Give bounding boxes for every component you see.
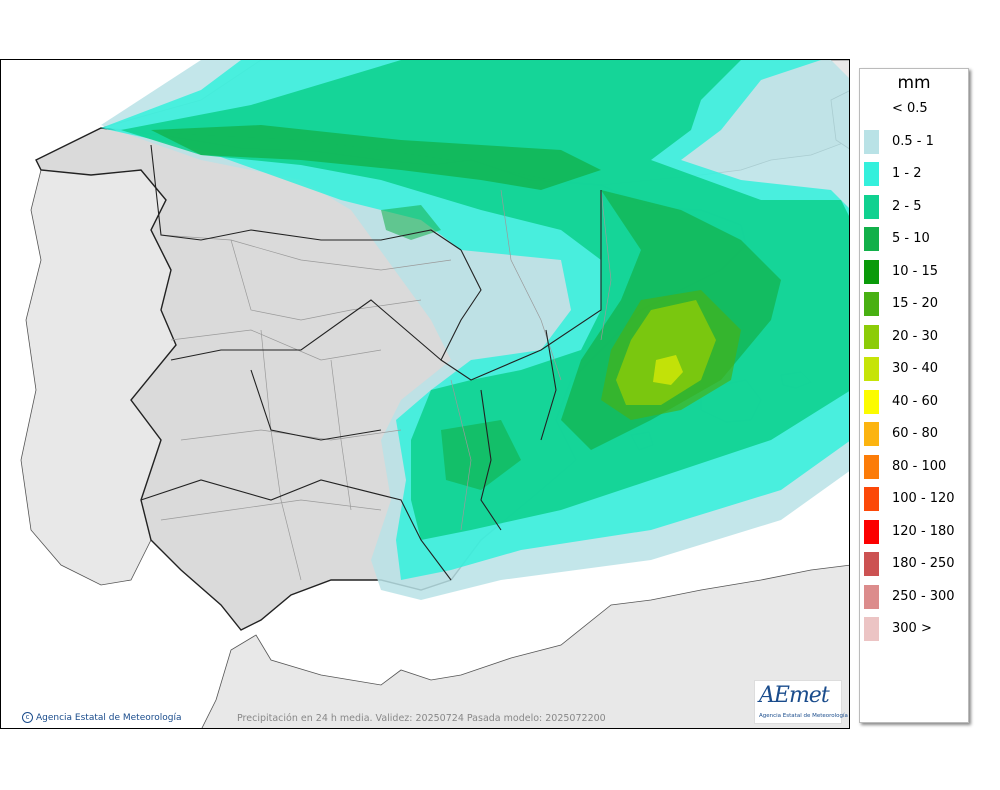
- legend-item: 2 - 5: [864, 194, 964, 219]
- legend-item: 180 - 250: [864, 552, 964, 576]
- legend-item: 80 - 100: [864, 454, 964, 479]
- region-borders: [140, 144, 602, 581]
- legend-label: < 0.5: [892, 101, 928, 116]
- land-africa: [201, 564, 849, 728]
- legend-item: 30 - 40: [864, 357, 964, 381]
- legend-item: 40 - 60: [864, 389, 964, 414]
- legend-swatch: [864, 357, 879, 381]
- legend-swatch: [864, 162, 879, 186]
- legend-label: 1 - 2: [892, 166, 922, 181]
- legend-label: 80 - 100: [892, 458, 947, 474]
- logo-subtitle: Agencia Estatal de Meteorología: [759, 713, 848, 719]
- legend-label: 100 - 120: [892, 491, 955, 506]
- province-borders: [160, 189, 612, 581]
- legend-unit: mm: [897, 73, 931, 93]
- aemet-logo: AEmet Agencia Estatal de Meteorología: [754, 680, 848, 724]
- copyright-text: c Agencia Estatal de Meteorología: [22, 712, 182, 723]
- legend-swatch: [864, 422, 879, 446]
- legend-swatch: [864, 324, 879, 349]
- legend-item: < 0.5: [864, 97, 964, 121]
- legend-swatch: [864, 487, 879, 511]
- legend-label: 5 - 10: [892, 231, 930, 246]
- legend-swatch: [864, 227, 879, 251]
- legend-label: 15 - 20: [892, 296, 939, 311]
- legend-item: 250 - 300: [864, 584, 964, 609]
- legend-item: 100 - 120: [864, 487, 964, 511]
- legend-label: 180 - 250: [892, 556, 955, 571]
- legend-swatch: [864, 194, 879, 219]
- legend-swatch: [864, 617, 879, 641]
- legend-item: 300 >: [864, 617, 964, 641]
- logo-wordmark: AEmet: [759, 683, 830, 708]
- legend-item: 10 - 15: [864, 259, 964, 284]
- legend-swatch: [864, 519, 879, 544]
- legend-item: 15 - 20: [864, 292, 964, 316]
- legend-label: 250 - 300: [892, 588, 955, 604]
- legend-item: 60 - 80: [864, 422, 964, 446]
- precipitation-layers: [101, 60, 849, 600]
- legend-item: 5 - 10: [864, 227, 964, 251]
- legend-label: 40 - 60: [892, 393, 939, 409]
- legend-label: 20 - 30: [892, 328, 939, 344]
- copyright-icon: c: [22, 712, 33, 723]
- legend-label: 30 - 40: [892, 361, 939, 376]
- legend-label: 10 - 15: [892, 263, 939, 279]
- legend-label: 60 - 80: [892, 426, 939, 441]
- legend-swatch: [864, 552, 879, 576]
- legend-item: 20 - 30: [864, 324, 964, 349]
- legend-item: 0.5 - 1: [864, 129, 964, 154]
- map-caption: Precipitación en 24 h media. Validez: 20…: [237, 713, 606, 724]
- legend-label: 2 - 5: [892, 198, 922, 214]
- legend-label: 120 - 180: [892, 523, 955, 539]
- map-canvas: [20, 60, 849, 728]
- legend-item: 120 - 180: [864, 519, 964, 544]
- precipitation-map: [0, 59, 850, 729]
- legend-label: 0.5 - 1: [892, 133, 934, 149]
- legend-swatch: [864, 389, 879, 414]
- legend-item: 1 - 2: [864, 162, 964, 186]
- legend-swatch: [864, 584, 879, 609]
- legend-swatch: [864, 259, 879, 284]
- legend-swatch: [864, 97, 879, 121]
- legend-swatch: [864, 292, 879, 316]
- legend-swatch: [864, 454, 879, 479]
- legend-panel: mm < 0.5 0.5 - 1 1 - 2 2 - 5 5 - 10 10 - 15 15…: [859, 68, 969, 723]
- legend-swatch: [864, 129, 879, 154]
- legend-label: 300 >: [892, 621, 932, 636]
- copyright-label: Agencia Estatal de Meteorología: [36, 713, 182, 723]
